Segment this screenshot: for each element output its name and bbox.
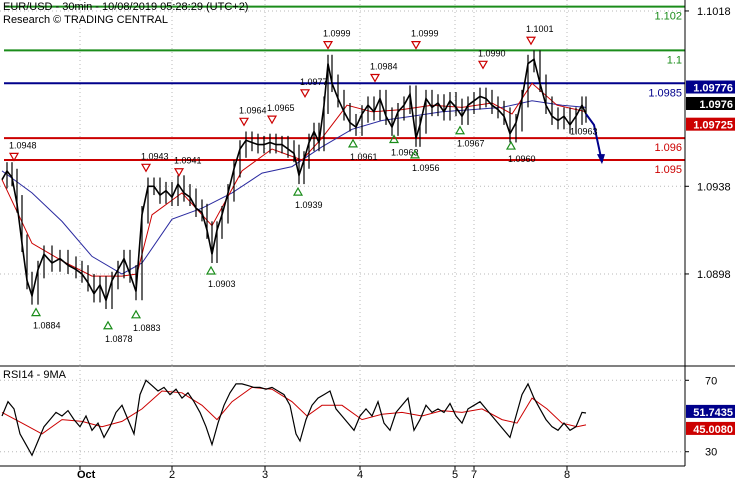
swing-low-marker: [505, 140, 517, 150]
swing-markers: 1.0948 1.0943 1.0941 1.0964 1.0965 1.0977 1.09…: [8, 24, 554, 344]
swing-high-label: 1.0948: [9, 140, 37, 150]
swing-high-marker: [410, 40, 422, 50]
swing-high-label: 1.0943: [141, 151, 169, 161]
swing-low-label: 1.0961: [350, 152, 378, 162]
swing-high-marker: [8, 152, 20, 162]
rsi-axis: 70 30: [685, 375, 717, 459]
swing-low-label: 1.0939: [295, 200, 323, 210]
time-tick-label: Oct: [77, 469, 96, 480]
swing-low-label: 1.0884: [33, 321, 61, 331]
swing-low-marker: [130, 309, 142, 319]
price-tags: 1.09776 1.0976 1.09725: [686, 80, 735, 132]
swing-low-label: 1.0963: [391, 147, 419, 157]
level-label: 1.1: [667, 54, 682, 66]
time-tick-label: 3: [262, 469, 268, 480]
price-axis: 1.1018 1.0938 1.0898: [685, 6, 731, 281]
swing-low-marker: [205, 265, 217, 275]
swing-low-label: 1.0883: [133, 323, 161, 333]
swing-high-marker: [369, 73, 381, 83]
time-tick-label: 5: [452, 469, 458, 480]
price-tag-box: [686, 117, 735, 131]
swing-low-marker: [388, 134, 400, 144]
main-plot-background: [0, 0, 685, 366]
price-tag-text: 1.09725: [693, 120, 733, 132]
price-tag-text: 1.0976: [699, 99, 733, 111]
price-tag-text: 1.09776: [693, 82, 733, 94]
chart-header-title: EUR/USD - 30min - 10/08/2019 05:28:29 (U…: [3, 1, 249, 13]
swing-low-marker: [292, 186, 304, 196]
rsi-tag-text: 45.0080: [693, 424, 733, 436]
swing-low-label: 1.0956: [412, 163, 440, 173]
rsi-tag-box: [686, 421, 735, 435]
swing-low-marker: [347, 138, 359, 148]
time-axis: Oct 2 3 4 5 7 8: [77, 466, 570, 480]
chart-header-source: Research © TRADING CENTRAL: [3, 14, 168, 26]
time-tick-label: 7: [471, 469, 477, 480]
swing-low-marker: [102, 320, 114, 330]
level-label: 1.0985: [648, 87, 682, 99]
rsi-tick-label: 70: [705, 375, 717, 387]
rsi-panel-title: RSI14 - 9MA: [3, 369, 67, 381]
swing-high-label: 1.0990: [478, 48, 506, 58]
swing-high-marker: [299, 89, 311, 99]
price-tick-label: 1.1018: [697, 6, 731, 18]
swing-high-marker: [477, 60, 489, 70]
swing-high-marker: [322, 40, 334, 50]
swing-high-label: 1.0977: [300, 77, 328, 87]
forecast-arrowhead: [597, 154, 605, 165]
swing-high-label: 1.0999: [323, 29, 351, 39]
level-label: 1.096: [654, 142, 682, 154]
swing-high-label: 1.0941: [174, 156, 202, 166]
time-tick-label: 2: [169, 469, 175, 480]
price-line: [1, 57, 587, 303]
swing-high-label: 1.0984: [370, 61, 398, 71]
time-tick-label: 4: [357, 469, 363, 480]
main-gridlines: [0, 0, 685, 366]
price-series: [1, 50, 587, 310]
swing-high-marker: [173, 168, 185, 177]
swing-low-marker: [454, 125, 466, 135]
swing-low-label: 1.0903: [208, 279, 236, 289]
swing-high-label: 1.1001: [526, 24, 554, 34]
forecast-arrow: 1.0963: [570, 113, 605, 165]
forecast-line: [585, 113, 603, 163]
rsi-value-tags: 51.7435 45.0080: [686, 404, 735, 436]
price-tick-label: 1.0898: [697, 269, 731, 281]
swing-high-label: 1.0965: [267, 103, 295, 113]
rsi-tag-box: [686, 404, 735, 418]
price-tag-box: [686, 97, 735, 111]
swing-low-label: 1.0878: [105, 334, 133, 344]
time-tick-label: 8: [564, 469, 570, 480]
forecast-end-label: 1.0963: [570, 126, 598, 136]
swing-high-label: 1.0999: [411, 29, 439, 39]
level-label: 1.095: [654, 164, 682, 176]
key-levels: 1.102 1.1 1.0985 1.096 1.095: [4, 5, 685, 176]
swing-high-marker: [525, 36, 537, 46]
rsi-series: [1, 379, 587, 457]
swing-high-marker: [140, 163, 152, 173]
price-tag-box: [686, 80, 735, 94]
swing-high-marker: [266, 115, 278, 125]
swing-low-marker: [409, 149, 421, 159]
rsi-tick-label: 30: [705, 447, 717, 459]
swing-low-label: 1.0967: [457, 139, 485, 149]
swing-low-label: 1.0960: [508, 154, 536, 164]
rsi-line: [1, 379, 587, 457]
level-label: 1.102: [654, 11, 682, 23]
swing-high-label: 1.0964: [239, 105, 267, 115]
price-tick-label: 1.0938: [697, 181, 731, 193]
rsi-tag-text: 51.7435: [693, 407, 733, 419]
swing-low-marker: [30, 307, 42, 317]
swing-high-marker: [238, 117, 250, 127]
rsi-gridlines: [0, 366, 685, 466]
